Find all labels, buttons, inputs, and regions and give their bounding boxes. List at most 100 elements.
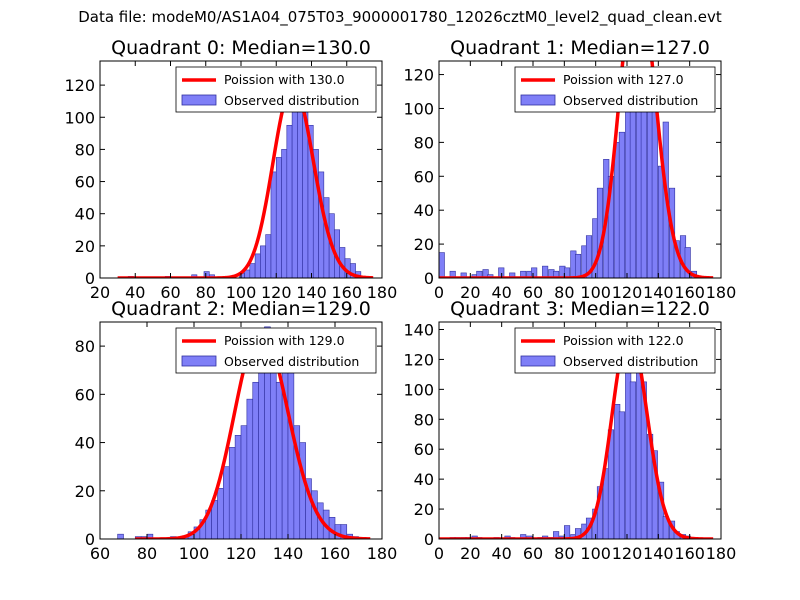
histogram-bar bbox=[564, 525, 571, 539]
panel-title: Quadrant 1: Median=127.0 bbox=[450, 37, 710, 59]
histogram-bar bbox=[270, 369, 277, 539]
histogram-bar bbox=[476, 270, 483, 278]
legend-entry-poisson: Poission with 122.0 bbox=[563, 333, 684, 348]
x-tick-label: 40 bbox=[491, 544, 511, 563]
x-tick-label: 140 bbox=[643, 544, 674, 563]
legend-entry-poisson: Poission with 127.0 bbox=[563, 72, 684, 87]
axes-frame bbox=[438, 321, 722, 540]
y-tick-label: 120 bbox=[403, 66, 434, 85]
legend-entry-observed: Observed distribution bbox=[224, 93, 359, 108]
histogram-bar bbox=[249, 263, 256, 278]
histogram-bar bbox=[618, 411, 625, 539]
histogram-bar bbox=[531, 267, 538, 278]
histogram-bar bbox=[640, 101, 647, 278]
y-tick-label: 100 bbox=[64, 108, 95, 127]
x-tick-label: 40 bbox=[491, 283, 511, 302]
y-tick-label: 120 bbox=[403, 350, 434, 369]
x-tick-label: 120 bbox=[612, 544, 643, 563]
histogram-bar bbox=[217, 488, 224, 539]
legend: Poission with 129.0 Observed distribution bbox=[175, 327, 377, 374]
histogram-bar bbox=[275, 157, 282, 278]
legend-entry-observed: Observed distribution bbox=[224, 354, 359, 369]
y-tick-label: 20 bbox=[414, 235, 434, 254]
y-tick-label: 0 bbox=[85, 269, 95, 288]
histogram-bar bbox=[684, 247, 691, 278]
x-tick-label: 160 bbox=[320, 544, 351, 563]
legend-bar-swatch bbox=[181, 94, 217, 106]
x-tick-label: 120 bbox=[226, 544, 257, 563]
legend: Poission with 122.0 Observed distribution bbox=[514, 327, 716, 374]
y-tick-label: 80 bbox=[75, 140, 95, 159]
histogram-bar bbox=[498, 267, 505, 278]
y-tick-label: 0 bbox=[85, 530, 95, 549]
x-tick-label: 160 bbox=[674, 544, 705, 563]
x-tick-label: 180 bbox=[706, 283, 737, 302]
x-tick-label: 20 bbox=[460, 544, 480, 563]
y-tick-label: 60 bbox=[414, 167, 434, 186]
histogram-bar bbox=[520, 270, 527, 278]
x-tick-label: 180 bbox=[367, 283, 398, 302]
x-tick-label: 40 bbox=[125, 283, 145, 302]
x-tick-label: 140 bbox=[643, 283, 674, 302]
y-tick-label: 0 bbox=[424, 530, 434, 549]
x-tick-label: 20 bbox=[460, 283, 480, 302]
x-tick-label: 60 bbox=[523, 544, 543, 563]
y-tick-label: 40 bbox=[75, 205, 95, 224]
panel-quadrant-3: 0 20 40 60 80 100 120 140 160 1800204060801001201… bbox=[403, 298, 736, 563]
histogram-bar bbox=[281, 149, 288, 278]
histogram-bar bbox=[246, 398, 254, 539]
panel-quadrant-0: 20 40 60 80 100 120 140 160 180020406080100120Qu… bbox=[64, 37, 397, 302]
x-tick-label: 100 bbox=[580, 283, 611, 302]
poisson-curve bbox=[117, 83, 374, 278]
histogram-bar bbox=[651, 108, 658, 278]
histogram-bar bbox=[629, 381, 636, 539]
histogram-bars bbox=[439, 91, 708, 278]
y-tick-label: 80 bbox=[414, 133, 434, 152]
histogram-bar bbox=[299, 442, 306, 539]
y-tick-label: 0 bbox=[424, 269, 434, 288]
panel-title: Quadrant 2: Median=129.0 bbox=[111, 298, 371, 320]
figure-suptitle: Data file: modeM0/AS1A04_075T03_90000017… bbox=[78, 8, 722, 26]
x-tick-label: 120 bbox=[261, 283, 292, 302]
histogram-bar bbox=[254, 253, 261, 278]
histogram-bar bbox=[275, 381, 283, 539]
histogram-bar bbox=[629, 104, 636, 278]
x-tick-label: 120 bbox=[612, 283, 643, 302]
histogram-bar bbox=[252, 381, 259, 539]
x-tick-label: 0 bbox=[434, 283, 444, 302]
x-tick-label: 60 bbox=[90, 544, 110, 563]
y-tick-label: 40 bbox=[414, 470, 434, 489]
histogram-bar bbox=[460, 272, 467, 278]
histogram-bar bbox=[234, 435, 242, 539]
x-tick-label: 180 bbox=[706, 544, 737, 563]
x-tick-label: 180 bbox=[367, 544, 398, 563]
histogram-bar bbox=[297, 108, 303, 278]
legend-bar-swatch bbox=[520, 355, 556, 367]
poisson-curve bbox=[439, 329, 714, 539]
legend-entry-observed: Observed distribution bbox=[563, 93, 698, 108]
panel-title: Quadrant 0: Median=130.0 bbox=[111, 37, 371, 59]
histogram-bar bbox=[482, 269, 489, 278]
legend-bar-swatch bbox=[520, 94, 556, 106]
histogram-bar bbox=[585, 235, 593, 278]
x-tick-label: 60 bbox=[160, 283, 180, 302]
panel-title: Quadrant 3: Median=122.0 bbox=[450, 298, 710, 320]
x-tick-label: 60 bbox=[523, 283, 543, 302]
histogram-bar bbox=[240, 425, 248, 539]
x-tick-label: 100 bbox=[226, 283, 257, 302]
x-tick-label: 80 bbox=[554, 283, 574, 302]
histogram-bar bbox=[260, 245, 266, 278]
histogram-bars bbox=[117, 326, 359, 539]
histogram-bar bbox=[223, 466, 230, 539]
x-tick-label: 140 bbox=[273, 544, 304, 563]
legend-entry-poisson: Poission with 130.0 bbox=[224, 72, 345, 87]
legend-entry-poisson: Poission with 129.0 bbox=[224, 333, 345, 348]
y-tick-label: 80 bbox=[414, 410, 434, 429]
y-tick-label: 100 bbox=[403, 380, 434, 399]
legend-bar-swatch bbox=[181, 355, 217, 367]
histogram-bar bbox=[651, 450, 658, 539]
x-tick-label: 80 bbox=[137, 544, 157, 563]
x-tick-label: 80 bbox=[196, 283, 216, 302]
